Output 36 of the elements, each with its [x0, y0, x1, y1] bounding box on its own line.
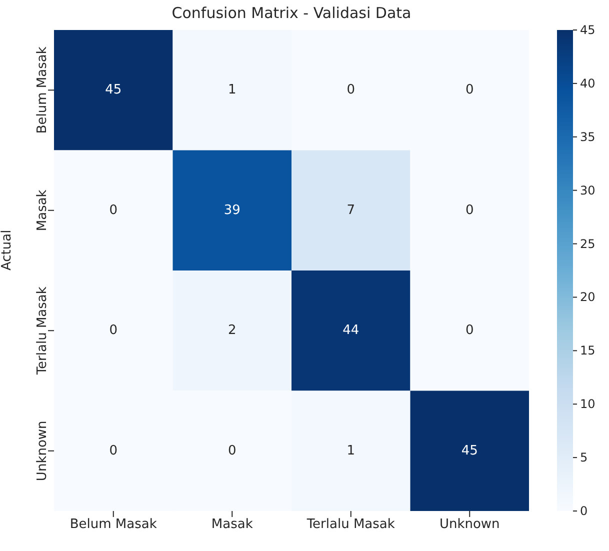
color-bar-label: 40	[580, 76, 596, 90]
color-bar-label: 35	[580, 130, 596, 144]
data-label: 45	[105, 82, 122, 98]
color-bar-label: 15	[580, 344, 596, 358]
color-bar-label: 30	[580, 183, 596, 198]
data-label: 0	[228, 443, 236, 458]
color-bar-label: 20	[580, 290, 596, 304]
data-label: 0	[109, 323, 118, 338]
data-label: 1	[228, 82, 236, 98]
color-bar-label: 0	[580, 504, 588, 518]
y-tick-label: Belum Masak	[35, 46, 50, 134]
data-label: 39	[224, 202, 240, 218]
y-tick-label: Terlalu Masak	[35, 286, 50, 376]
color-bar-label: 25	[580, 236, 596, 251]
y-tick-label: Masak	[35, 189, 50, 232]
data-label: 7	[346, 202, 356, 218]
x-tick-label: Masak	[211, 517, 254, 532]
data-label: 2	[228, 323, 236, 338]
data-label: 44	[342, 323, 360, 338]
data-label: 45	[461, 443, 478, 458]
data-label: 0	[465, 323, 474, 338]
color-bar-label: 5	[580, 450, 588, 465]
y-tick-label: Unknown	[35, 420, 50, 482]
x-tick-label: Belum Masak	[70, 517, 158, 532]
data-label: 0	[465, 202, 474, 218]
data-label: 0	[109, 443, 118, 458]
data-label: 1	[346, 443, 356, 458]
data-label: 0	[109, 202, 118, 218]
x-tick-label: Unknown	[439, 517, 500, 532]
chart-title: Confusion Matrix - Validasi Data	[170, 4, 412, 22]
data-label: 0	[346, 82, 356, 98]
data-label: 0	[465, 82, 474, 98]
color-bar-label: 45	[580, 23, 596, 37]
color-bar-label: 10	[580, 397, 596, 412]
y-axis-title: Actual	[0, 230, 15, 270]
x-tick-label: Terlalu Masak	[306, 517, 396, 532]
